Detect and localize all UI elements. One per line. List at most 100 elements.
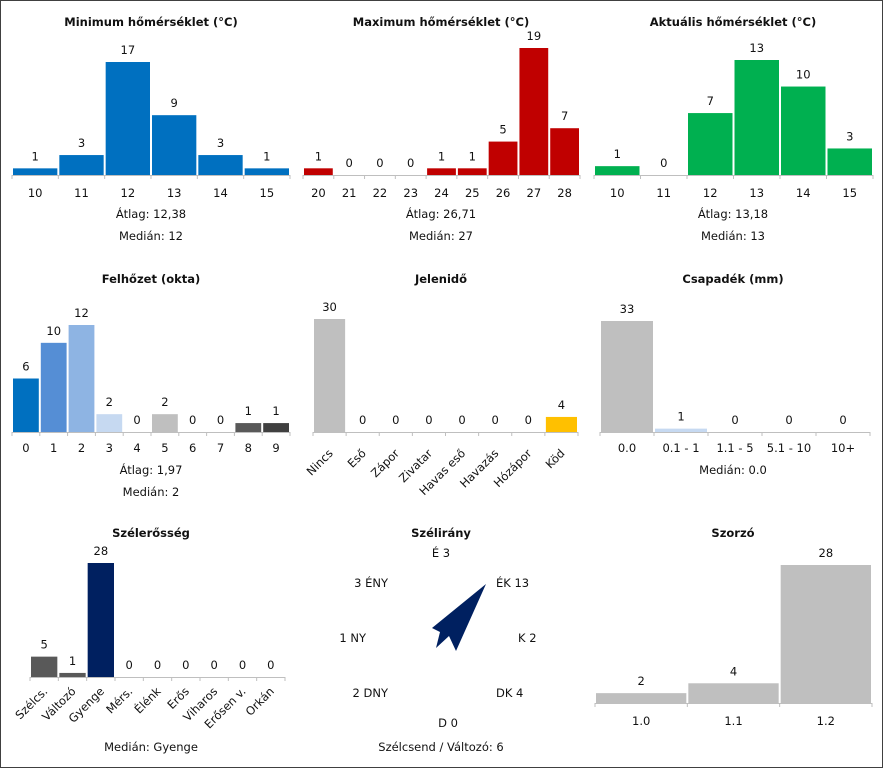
tick-label: 23 xyxy=(403,186,418,200)
tick-label: 21 xyxy=(342,186,357,200)
tick-label: 1.1 - 5 xyxy=(716,441,753,455)
bar xyxy=(596,693,687,703)
data-label: 0 xyxy=(731,413,738,427)
stat-label: Medián: 27 xyxy=(409,229,473,243)
data-label: 0 xyxy=(126,658,133,672)
data-label: 0 xyxy=(267,658,274,672)
tick-label: 14 xyxy=(796,186,811,200)
stat-label: Szélcsend / Változó: 6 xyxy=(378,740,503,754)
bar xyxy=(457,168,487,175)
data-label: 4 xyxy=(558,398,565,412)
data-label: 0 xyxy=(407,156,414,170)
tick-label: 11 xyxy=(656,186,671,200)
tick-label: 3 xyxy=(106,441,113,455)
data-label: 3 xyxy=(78,136,85,150)
tick-label: 1.1 xyxy=(724,714,742,728)
data-label: 3 xyxy=(846,129,853,143)
tick-label: 11 xyxy=(74,186,89,200)
tick-label: 13 xyxy=(167,186,182,200)
data-label: 1 xyxy=(263,149,270,163)
bar xyxy=(13,378,39,432)
tick-label: 25 xyxy=(465,186,480,200)
data-label: 0 xyxy=(492,413,499,427)
bar xyxy=(655,428,707,432)
chart-title: Szélirány xyxy=(411,526,471,540)
tick-label: 0 xyxy=(22,441,29,455)
chart-title: Minimum hőmérséklet (°C) xyxy=(64,15,237,29)
data-label: 1 xyxy=(315,149,322,163)
tick-label: 14 xyxy=(213,186,228,200)
tick-label: Köd xyxy=(543,446,568,471)
data-label: 28 xyxy=(819,546,834,560)
data-label: 0 xyxy=(425,413,432,427)
data-label: 2 xyxy=(106,395,113,409)
direction-label: DK 4 xyxy=(496,686,523,700)
data-label: 4 xyxy=(730,664,737,678)
tick-label: 27 xyxy=(527,186,542,200)
bar xyxy=(87,563,114,677)
bar xyxy=(827,148,872,175)
data-label: 1 xyxy=(32,149,39,163)
bar xyxy=(601,321,653,432)
data-label: 5 xyxy=(499,123,506,137)
tick-label: 12 xyxy=(703,186,718,200)
stat-label: Átlag: 13,18 xyxy=(698,206,768,221)
data-label: 1 xyxy=(69,654,76,668)
data-label: 1 xyxy=(614,147,621,161)
chart-4: Jelenidő30Nincs0Eső0Zápor0Zivatar0Havas … xyxy=(304,272,579,498)
chart-title: Aktuális hőmérséklet (°C) xyxy=(650,15,817,29)
tick-label: 10 xyxy=(28,186,43,200)
stat-label: Medián: 0.0 xyxy=(699,463,767,477)
chart-7: Szélirány É 3 ÉK 13 K 2 DK 4 D 0 2 DNY 1 NY 3 ÉN… xyxy=(339,526,536,754)
data-label: 0 xyxy=(359,413,366,427)
tick-label: 1.2 xyxy=(817,714,835,728)
direction-label: 2 DNY xyxy=(353,686,389,700)
chart-title: Szorzó xyxy=(711,526,754,540)
stat-label: Medián: 13 xyxy=(701,229,765,243)
tick-label: 22 xyxy=(373,186,388,200)
chart-3: Felhőzet (okta) 6 0 10 1 12 2 2 3 0 4 2 5 0 6 0 7 1 8 1 9 Átl… xyxy=(11,272,291,499)
stat-label: Átlag: 1,97 xyxy=(120,462,183,477)
tick-label: 15 xyxy=(260,186,275,200)
data-label: 0 xyxy=(392,413,399,427)
direction-label: 3 ÉNY xyxy=(354,575,389,590)
bar xyxy=(59,155,104,175)
tick-label: 9 xyxy=(272,441,279,455)
data-label: 0 xyxy=(239,658,246,672)
tick-label: 8 xyxy=(245,441,252,455)
data-label: 17 xyxy=(121,43,136,57)
bar xyxy=(545,416,577,432)
tick-label: Eső xyxy=(345,446,369,470)
data-label: 0 xyxy=(458,413,465,427)
direction-label: ÉK 13 xyxy=(496,575,529,590)
data-label: 0 xyxy=(525,413,532,427)
bar xyxy=(235,423,262,432)
data-label: 0 xyxy=(346,156,353,170)
data-label: 2 xyxy=(161,395,168,409)
data-label: 10 xyxy=(796,68,811,82)
chart-title: Jelenidő xyxy=(414,272,467,286)
bar xyxy=(427,168,456,175)
bar xyxy=(198,155,243,175)
data-label: 0 xyxy=(660,156,667,170)
chart-title: Szélerősség xyxy=(112,526,190,540)
direction-label: É 3 xyxy=(432,545,450,560)
tick-label: 10+ xyxy=(831,441,855,455)
tick-label: 15 xyxy=(842,186,857,200)
wind-direction-arrow-icon xyxy=(432,584,486,651)
bar xyxy=(96,414,123,432)
bar xyxy=(263,423,289,432)
tick-label: Orkán xyxy=(243,684,277,718)
bar xyxy=(31,656,58,677)
tick-label: 1 xyxy=(50,441,57,455)
data-label: 1 xyxy=(677,410,684,424)
bar xyxy=(40,342,67,432)
tick-label: Nincs xyxy=(304,446,336,478)
bar xyxy=(152,414,178,432)
data-label: 3 xyxy=(217,136,224,150)
data-label: 1 xyxy=(245,404,252,418)
bar xyxy=(105,62,150,175)
data-label: 0 xyxy=(376,156,383,170)
tick-label: 0.1 - 1 xyxy=(662,441,699,455)
tick-label: 12 xyxy=(121,186,136,200)
